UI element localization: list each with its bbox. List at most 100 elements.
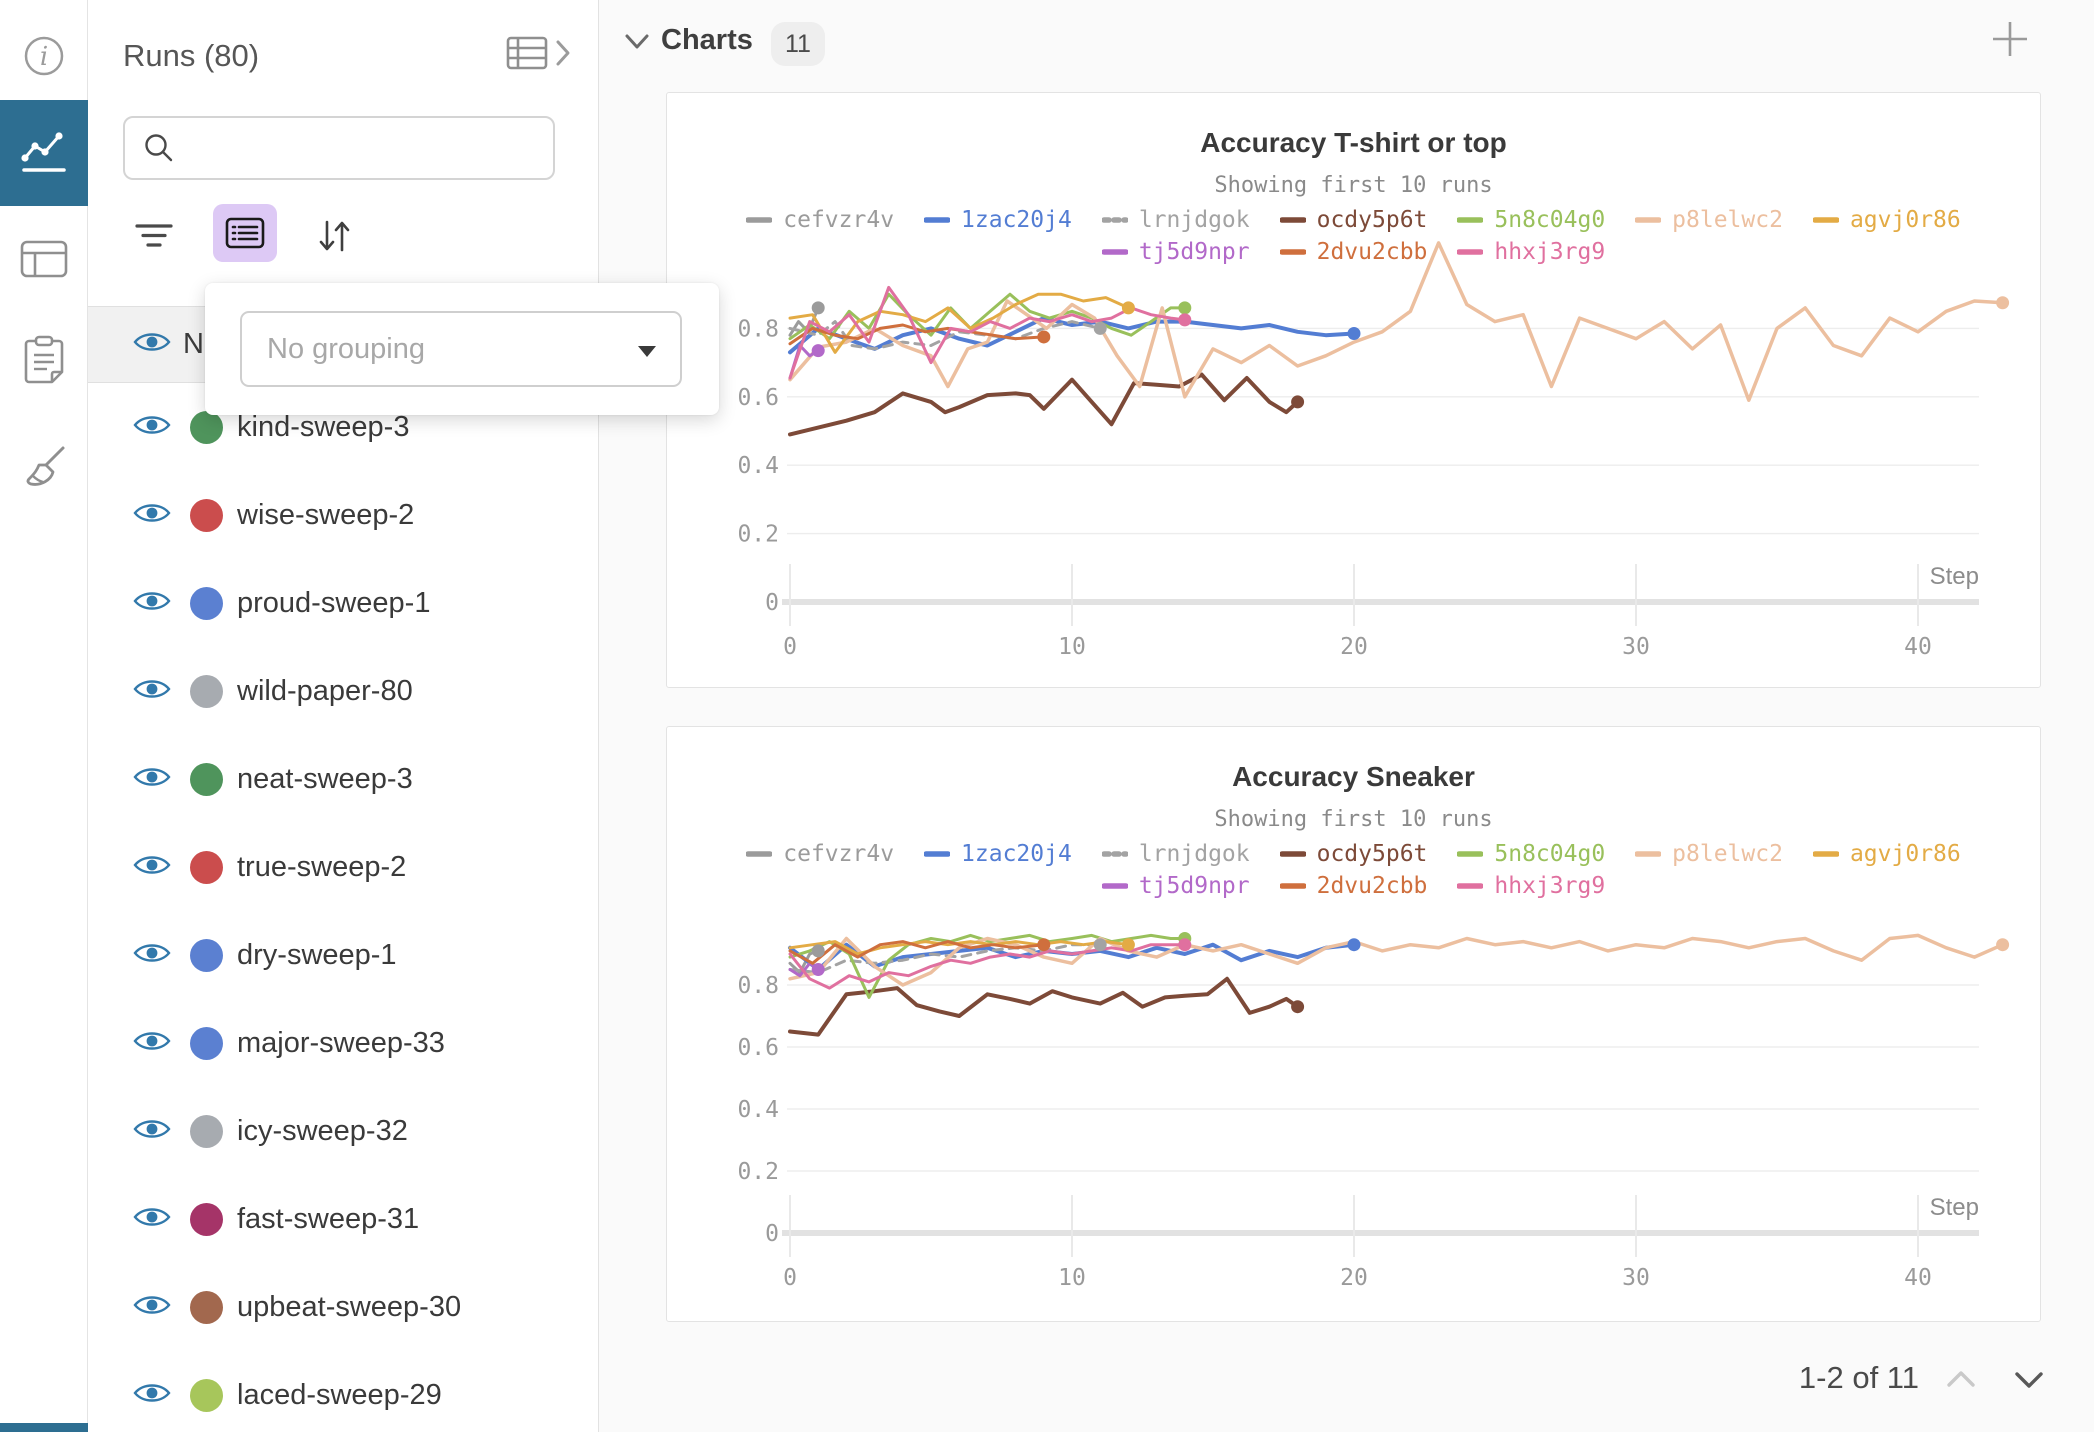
- run-row[interactable]: wise-sweep-2: [88, 471, 599, 559]
- visibility-eye-icon[interactable]: [133, 330, 171, 359]
- legend-item-agvj0r86[interactable]: agvj0r86: [1813, 839, 1961, 869]
- legend-item-2dvu2cbb[interactable]: 2dvu2cbb: [1280, 237, 1428, 267]
- rail-item-charts[interactable]: [0, 100, 88, 206]
- legend-run-id: lrnjdgok: [1139, 207, 1250, 233]
- add-panel-button[interactable]: [1985, 14, 2035, 64]
- legend-swatch: [1457, 850, 1483, 858]
- run-row[interactable]: neat-sweep-3: [88, 735, 599, 823]
- run-row[interactable]: icy-sweep-32: [88, 1087, 599, 1175]
- legend-run-id: agvj0r86: [1850, 841, 1961, 867]
- run-color-dot: [190, 763, 223, 796]
- legend-item-hhxj3rg9[interactable]: hhxj3rg9: [1457, 237, 1605, 267]
- visibility-eye-icon[interactable]: [133, 1029, 171, 1053]
- legend-item-ocdy5p6t[interactable]: ocdy5p6t: [1280, 839, 1428, 869]
- open-runs-table-button[interactable]: [506, 32, 586, 74]
- visibility-eye-icon[interactable]: [133, 1205, 171, 1229]
- legend-item-hhxj3rg9[interactable]: hhxj3rg9: [1457, 871, 1605, 901]
- series-endpoint-ocdy5p6t: [1291, 395, 1304, 408]
- visibility-eye-icon[interactable]: [133, 941, 171, 965]
- run-row[interactable]: wild-paper-80: [88, 647, 599, 735]
- legend-item-ocdy5p6t[interactable]: ocdy5p6t: [1280, 205, 1428, 235]
- run-name[interactable]: icy-sweep-32: [237, 1115, 408, 1148]
- rail-item-sweeps[interactable]: [0, 420, 88, 516]
- grouping-dropdown[interactable]: No grouping: [240, 311, 682, 387]
- legend-item-tj5d9npr[interactable]: tj5d9npr: [1102, 871, 1250, 901]
- run-name[interactable]: dry-sweep-1: [237, 939, 397, 972]
- chart-plot-area[interactable]: 00.20.40.60.8010203040Step: [667, 925, 2042, 1321]
- pagination-previous-button[interactable]: [1941, 1366, 1981, 1399]
- legend-swatch: [1102, 850, 1128, 858]
- run-name[interactable]: proud-sweep-1: [237, 587, 430, 620]
- charts-collapse-button[interactable]: [621, 30, 653, 59]
- charts-section-title: Charts: [661, 24, 753, 57]
- run-name[interactable]: true-sweep-2: [237, 851, 406, 884]
- run-row[interactable]: laced-sweep-29: [88, 1351, 599, 1432]
- visibility-eye-icon[interactable]: [133, 853, 171, 877]
- grouping-button[interactable]: [213, 204, 277, 262]
- legend-run-id: tj5d9npr: [1139, 873, 1250, 899]
- run-color-dot: [190, 1379, 223, 1412]
- rail-item-table[interactable]: [0, 212, 88, 308]
- sort-button[interactable]: [306, 208, 362, 264]
- run-name[interactable]: fast-sweep-31: [237, 1203, 419, 1236]
- run-row[interactable]: upbeat-sweep-30: [88, 1263, 599, 1351]
- run-row[interactable]: proud-sweep-1: [88, 559, 599, 647]
- chart-panel-2[interactable]: Accuracy Sneaker Showing first 10 runs c…: [666, 726, 2041, 1322]
- visibility-eye-icon[interactable]: [133, 1117, 171, 1141]
- run-name[interactable]: laced-sweep-29: [237, 1379, 442, 1412]
- visibility-eye-icon[interactable]: [133, 413, 171, 437]
- legend-item-5n8c04g0[interactable]: 5n8c04g0: [1457, 205, 1605, 235]
- run-name[interactable]: upbeat-sweep-30: [237, 1291, 461, 1324]
- left-rail: i: [0, 0, 88, 1432]
- plus-icon: [1989, 18, 2031, 60]
- legend-item-p8lelwc2[interactable]: p8lelwc2: [1635, 205, 1783, 235]
- svg-text:0: 0: [765, 1221, 779, 1247]
- filter-button[interactable]: [126, 208, 182, 264]
- run-color-dot: [190, 411, 223, 444]
- pagination-next-button[interactable]: [2009, 1366, 2049, 1399]
- legend-item-1zac20j4[interactable]: 1zac20j4: [924, 839, 1072, 869]
- legend-item-lrnjdgok[interactable]: lrnjdgok: [1102, 205, 1250, 235]
- visibility-eye-icon[interactable]: [133, 677, 171, 701]
- chart-legend: cefvzr4v 1zac20j4 lrnjdgok ocdy5p6t 5n8c04g0…: [667, 205, 2040, 267]
- legend-item-1zac20j4[interactable]: 1zac20j4: [924, 205, 1072, 235]
- runs-panel-title: Runs (80): [123, 38, 259, 74]
- run-row[interactable]: fast-sweep-31: [88, 1175, 599, 1263]
- run-row[interactable]: major-sweep-33: [88, 999, 599, 1087]
- visibility-eye-icon[interactable]: [133, 330, 171, 354]
- legend-item-5n8c04g0[interactable]: 5n8c04g0: [1457, 839, 1605, 869]
- run-row[interactable]: dry-sweep-1: [88, 911, 599, 999]
- series-line-p8lelwc2: [790, 243, 2003, 400]
- visibility-eye-icon[interactable]: [133, 1293, 171, 1317]
- visibility-eye-icon[interactable]: [133, 501, 171, 525]
- run-name[interactable]: major-sweep-33: [237, 1027, 445, 1060]
- legend-item-2dvu2cbb[interactable]: 2dvu2cbb: [1280, 871, 1428, 901]
- rail-item-logs[interactable]: [0, 312, 88, 408]
- series-endpoint-lrnjdgok: [1094, 322, 1107, 335]
- clipboard-icon: [23, 335, 65, 385]
- search-input[interactable]: [187, 133, 527, 164]
- svg-text:0: 0: [783, 634, 797, 660]
- legend-run-id: ocdy5p6t: [1317, 207, 1428, 233]
- svg-text:Step: Step: [1930, 563, 1979, 590]
- svg-text:0: 0: [783, 1265, 797, 1291]
- run-name[interactable]: wild-paper-80: [237, 675, 413, 708]
- legend-item-cefvzr4v[interactable]: cefvzr4v: [746, 205, 894, 235]
- chart-plot-area[interactable]: 00.20.40.60.8010203040Step: [667, 291, 2042, 687]
- legend-item-cefvzr4v[interactable]: cefvzr4v: [746, 839, 894, 869]
- run-name[interactable]: neat-sweep-3: [237, 763, 413, 796]
- visibility-eye-icon[interactable]: [133, 765, 171, 789]
- run-search-box[interactable]: [123, 116, 555, 180]
- legend-item-p8lelwc2[interactable]: p8lelwc2: [1635, 839, 1783, 869]
- legend-item-agvj0r86[interactable]: agvj0r86: [1813, 205, 1961, 235]
- rail-item-info[interactable]: i: [0, 8, 88, 104]
- visibility-eye-icon[interactable]: [133, 589, 171, 613]
- run-name[interactable]: wise-sweep-2: [237, 499, 414, 532]
- run-row[interactable]: true-sweep-2: [88, 823, 599, 911]
- legend-item-lrnjdgok[interactable]: lrnjdgok: [1102, 839, 1250, 869]
- visibility-eye-icon[interactable]: [133, 1381, 171, 1405]
- run-name[interactable]: kind-sweep-3: [237, 411, 409, 444]
- chart-panel-1[interactable]: Accuracy T-shirt or top Showing first 10…: [666, 92, 2041, 688]
- legend-item-tj5d9npr[interactable]: tj5d9npr: [1102, 237, 1250, 267]
- legend-run-id: hhxj3rg9: [1494, 873, 1605, 899]
